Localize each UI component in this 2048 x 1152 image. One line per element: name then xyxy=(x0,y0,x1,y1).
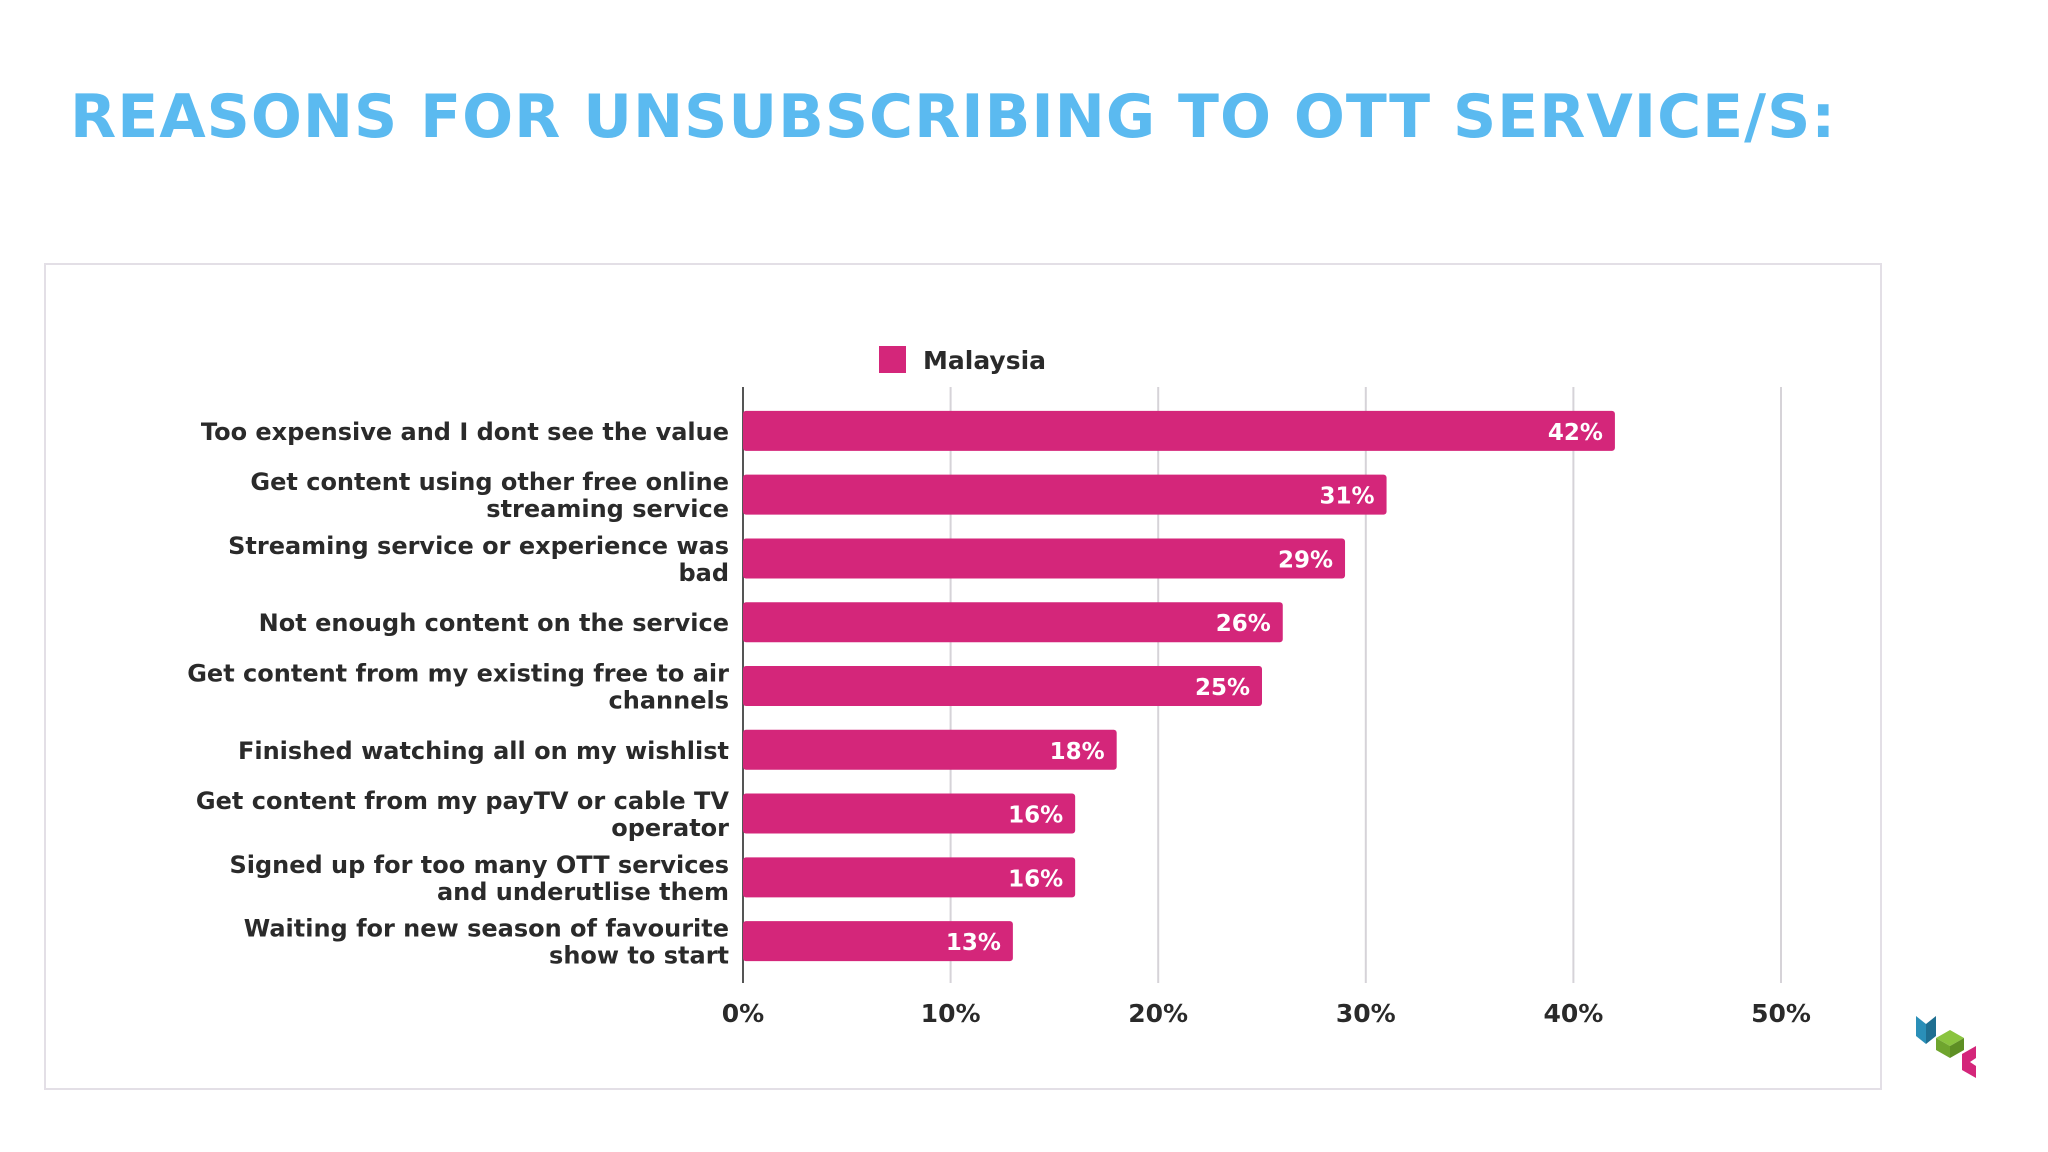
bar-data-label: 26% xyxy=(1216,611,1271,637)
category-label: Get content from my existing free to air xyxy=(187,660,729,688)
bar-data-label: 31% xyxy=(1319,484,1374,510)
category-label: Waiting for new season of favourite xyxy=(244,915,729,943)
x-tick-label: 20% xyxy=(1128,999,1188,1028)
bar-chart: 0% 10% 20% 30% 40% 50% Malaysia 42% Too expensiv… xyxy=(187,346,1811,1028)
category-label: Too expensive and I dont see the value xyxy=(201,418,729,446)
category-label: and underutlise them xyxy=(437,878,729,906)
category-label: streaming service xyxy=(486,495,729,523)
bar xyxy=(743,602,1283,643)
x-tick-label: 0% xyxy=(722,999,764,1028)
bar-data-label: 18% xyxy=(1050,739,1105,765)
bar xyxy=(743,538,1346,579)
category-label: show to start xyxy=(549,942,729,970)
category-label: Not enough content on the service xyxy=(259,609,729,637)
bar-data-label: 16% xyxy=(1008,803,1063,829)
category-label: Get content from my payTV or cable TV xyxy=(196,787,730,815)
company-logo-icon xyxy=(1916,1016,1976,1078)
bar xyxy=(743,793,1076,834)
category-label: Streaming service or experience was xyxy=(228,532,729,560)
category-label: operator xyxy=(611,814,729,842)
chart-frame: 0% 10% 20% 30% 40% 50% Malaysia 42% Too expensiv… xyxy=(44,263,1882,1090)
bar-data-label: 29% xyxy=(1278,547,1333,573)
bar xyxy=(743,729,1117,770)
bar xyxy=(743,857,1076,898)
bar-data-label: 25% xyxy=(1195,675,1250,701)
category-label: bad xyxy=(678,559,729,587)
bar-data-label: 16% xyxy=(1008,866,1063,892)
category-label: Finished watching all on my wishlist xyxy=(238,737,729,765)
bar xyxy=(743,410,1615,451)
bar-data-label: 42% xyxy=(1548,420,1603,446)
bar xyxy=(743,666,1262,706)
bar xyxy=(743,921,1013,962)
bar xyxy=(743,474,1387,515)
x-tick-label: 40% xyxy=(1543,999,1603,1028)
category-label: Signed up for too many OTT services xyxy=(229,851,729,879)
category-label: Get content using other free online xyxy=(250,468,729,496)
x-tick-label: 30% xyxy=(1336,999,1396,1028)
x-tick-label: 50% xyxy=(1751,999,1811,1028)
legend-label: Malaysia xyxy=(923,346,1046,375)
legend-swatch xyxy=(879,346,906,373)
category-label: channels xyxy=(609,687,729,715)
bar-data-label: 13% xyxy=(946,930,1001,956)
x-tick-label: 10% xyxy=(921,999,981,1028)
slide-title: REASONS FOR UNSUBSCRIBING TO OTT SERVICE… xyxy=(70,82,1837,152)
